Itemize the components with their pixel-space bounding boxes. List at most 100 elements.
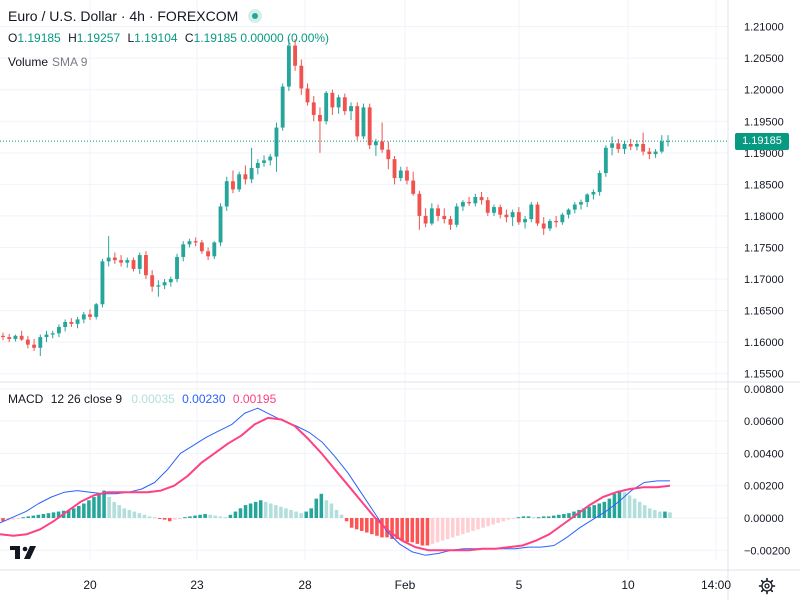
macd-histogram-bar [642, 505, 647, 519]
candle-body [293, 45, 298, 66]
macd-histogram-bar [178, 518, 182, 520]
macd-label[interactable]: MACD [8, 392, 44, 406]
macd-histogram-bar [481, 518, 485, 528]
candle [243, 165, 248, 185]
candle-body [666, 140, 670, 142]
candle [88, 309, 92, 321]
candle-body [162, 282, 167, 286]
candle [541, 217, 546, 235]
macd-histogram-bar [380, 518, 384, 538]
candle-body [181, 244, 186, 257]
volume-legend[interactable]: Volume SMA 9 [8, 55, 87, 69]
tradingview-logo-icon[interactable] [10, 544, 40, 560]
candle-body [460, 202, 465, 207]
candle [411, 171, 416, 196]
candle-body [504, 214, 509, 218]
macd-histogram-bar [405, 518, 410, 543]
open-label: O [8, 31, 18, 45]
symbol-header[interactable]: Euro / U.S. Dollar · 4h · FOREXCOM [8, 8, 263, 24]
macd-histogram-bar [66, 509, 71, 519]
candle-body [299, 65, 304, 89]
macd-histogram-bar [450, 518, 455, 538]
macd-histogram-bar [243, 505, 248, 519]
macd-histogram-bar [253, 501, 258, 519]
macd-histogram-bar [658, 511, 662, 519]
macd-tick-label: 0.00000 [744, 513, 784, 525]
time-tick-label: 23 [190, 578, 204, 592]
macd-histogram-bar [516, 517, 521, 519]
candle [100, 258, 105, 308]
candle [44, 330, 49, 343]
macd-histogram-bar [567, 513, 571, 519]
candle [112, 252, 117, 264]
macd-histogram-bar [410, 518, 415, 543]
candle-body [231, 181, 235, 190]
time-tick-label: 28 [298, 578, 312, 592]
candle-body [19, 335, 24, 340]
candle [479, 191, 484, 205]
candle [187, 238, 192, 248]
macd-tick-label: 0.00600 [744, 416, 784, 428]
candle [32, 338, 37, 351]
candle-body [255, 162, 260, 168]
candle [7, 333, 12, 343]
macd-histogram-bar [152, 517, 157, 519]
candle-body [429, 208, 434, 224]
candle-body [44, 334, 49, 338]
macd-histogram-bar [233, 511, 238, 519]
volume-label[interactable]: Volume [8, 55, 49, 69]
macd-histogram-bar [668, 512, 672, 519]
candle-body [206, 251, 211, 257]
macd-histogram-bar [632, 498, 637, 519]
candle [13, 334, 18, 342]
macd-histogram-bar [21, 517, 25, 519]
candle [585, 193, 590, 208]
candle [442, 208, 447, 224]
candle-body [448, 219, 453, 225]
macd-histogram-bar [546, 516, 551, 519]
macd-histogram-bar [213, 515, 217, 519]
candle [280, 83, 285, 131]
macd-histogram-bar [592, 505, 596, 519]
time-tick-label: 5 [516, 578, 523, 592]
candle-body [442, 215, 447, 220]
candle [634, 140, 639, 151]
candle-body [168, 279, 173, 283]
macd-histogram-bar [400, 518, 404, 541]
candle [535, 202, 540, 227]
candle [336, 94, 341, 114]
candle-body [324, 92, 329, 122]
macd-histogram-bar [173, 518, 177, 520]
candle [94, 303, 99, 320]
candle [579, 199, 583, 210]
candle-body [579, 202, 583, 205]
candle [268, 154, 273, 166]
candle [81, 311, 86, 324]
candle [255, 159, 260, 175]
symbol-title[interactable]: Euro / U.S. Dollar · 4h · FOREXCOM [8, 8, 239, 24]
candle-body [69, 321, 74, 324]
macd-histogram-bar [375, 518, 379, 536]
close-label: C [184, 31, 194, 45]
time-tick-label: 14:00 [701, 578, 731, 592]
macd-line [0, 407, 670, 556]
macd-histogram-bar [112, 501, 116, 519]
candle [628, 138, 633, 151]
macd-histogram-bar [41, 513, 46, 519]
candle [212, 241, 217, 259]
candle-body [75, 319, 80, 324]
time-tick-label: 10 [621, 578, 635, 592]
candle [423, 208, 428, 228]
macd-histogram-bar [637, 501, 642, 519]
candle-body [88, 314, 92, 317]
macd-histogram-bar [582, 508, 586, 519]
candle-body [355, 106, 360, 137]
candle-body [150, 275, 155, 287]
macd-histogram-bar [122, 508, 127, 519]
macd-legend[interactable]: MACD 12 26 close 9 0.00035 0.00230 0.001… [8, 392, 276, 406]
macd-histogram-bar [208, 514, 212, 519]
candle-body [94, 304, 99, 317]
macd-histogram-bar [77, 505, 81, 519]
gear-icon[interactable] [758, 577, 776, 595]
